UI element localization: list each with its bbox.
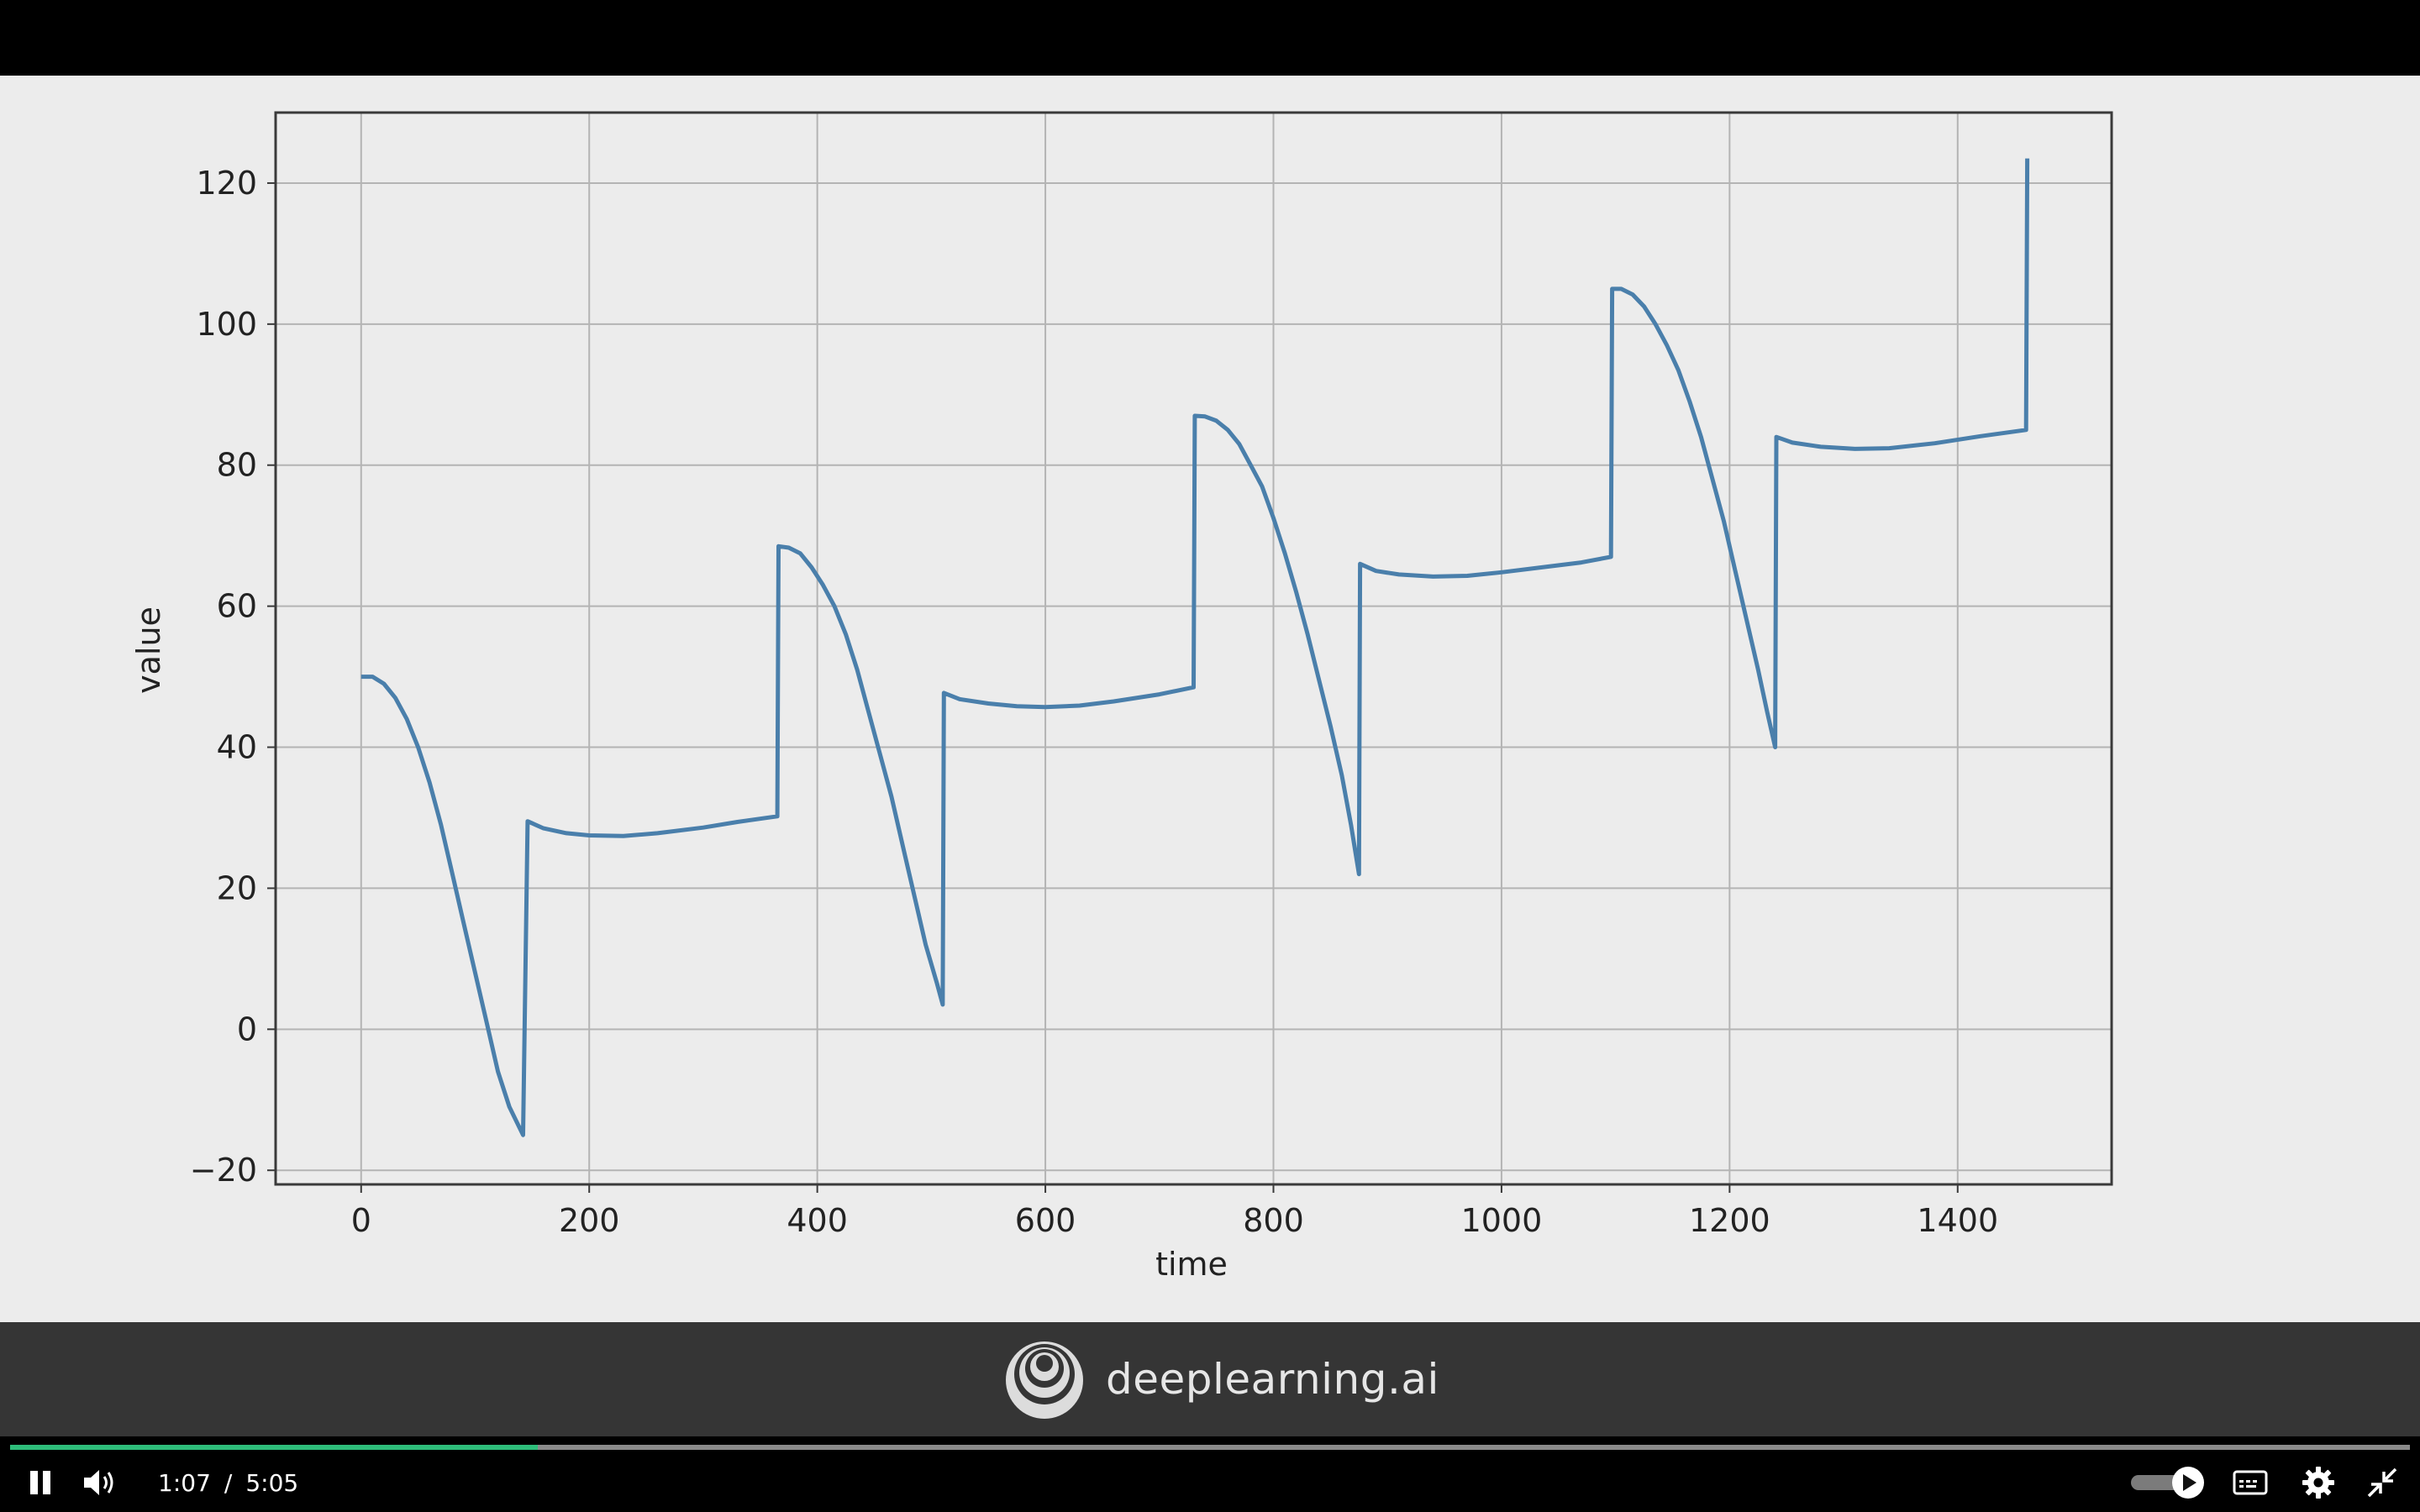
volume-button[interactable]	[77, 1462, 123, 1504]
brand-bar: deeplearning.ai	[0, 1322, 2420, 1436]
y-tick-label: 80	[217, 447, 257, 484]
video-frame: 0 200 400 600 800 1000 1200 1400 −20 0 20 40 60 80 100…	[0, 76, 2420, 1322]
time-display: 1:07 / 5:05	[158, 1468, 298, 1499]
x-axis-label: time	[1155, 1246, 1228, 1283]
y-tick-label: 0	[237, 1011, 257, 1047]
x-tick-label: 0	[351, 1202, 371, 1239]
y-tick-label: 120	[196, 165, 257, 202]
autoplay-toggle-icon	[2131, 1467, 2204, 1499]
series-line	[360, 158, 2030, 1137]
current-time: 1:07	[158, 1469, 211, 1497]
exit-fullscreen-button[interactable]	[2361, 1462, 2403, 1504]
x-tick-label: 1200	[1689, 1202, 1770, 1239]
y-axis-label: value	[130, 606, 167, 694]
plot-frame	[274, 111, 2113, 1186]
autoplay-toggle[interactable]	[2126, 1462, 2210, 1504]
y-tick-label: 60	[217, 588, 257, 625]
settings-gear-icon	[2302, 1467, 2334, 1499]
brand-name: deeplearning.ai	[1106, 1355, 1439, 1404]
y-tick-label: 100	[196, 306, 257, 343]
captions-button[interactable]	[2230, 1462, 2270, 1504]
progress-bar[interactable]	[10, 1445, 2410, 1450]
exit-fullscreen-icon	[2367, 1467, 2397, 1498]
x-tick-label: 1000	[1461, 1202, 1543, 1239]
chart-background	[0, 76, 2420, 1322]
captions-icon	[2233, 1470, 2268, 1495]
y-tick-label: −20	[190, 1152, 257, 1189]
y-tick-label: 20	[217, 869, 257, 906]
progress-bar-fill	[10, 1445, 539, 1450]
x-tick-label: 400	[786, 1202, 848, 1239]
pause-icon	[30, 1471, 50, 1494]
volume-icon	[84, 1470, 113, 1495]
x-tick-label: 600	[1015, 1202, 1076, 1239]
y-tick-label: 40	[217, 729, 257, 766]
duration: 5:05	[245, 1469, 299, 1497]
settings-button[interactable]	[2297, 1462, 2339, 1504]
player-controls: 1:07 / 5:05	[0, 1436, 2420, 1512]
deeplearning-logo-icon	[1006, 1341, 1083, 1419]
x-tick-label: 200	[559, 1202, 620, 1239]
time-separator: /	[224, 1469, 233, 1497]
x-tick-label: 1400	[1917, 1202, 1998, 1239]
x-tick-label: 800	[1243, 1202, 1304, 1239]
line-chart: 0 200 400 600 800 1000 1200 1400 −20 0 20 40 60 80 100…	[0, 76, 2420, 1322]
pause-button[interactable]	[22, 1462, 59, 1504]
